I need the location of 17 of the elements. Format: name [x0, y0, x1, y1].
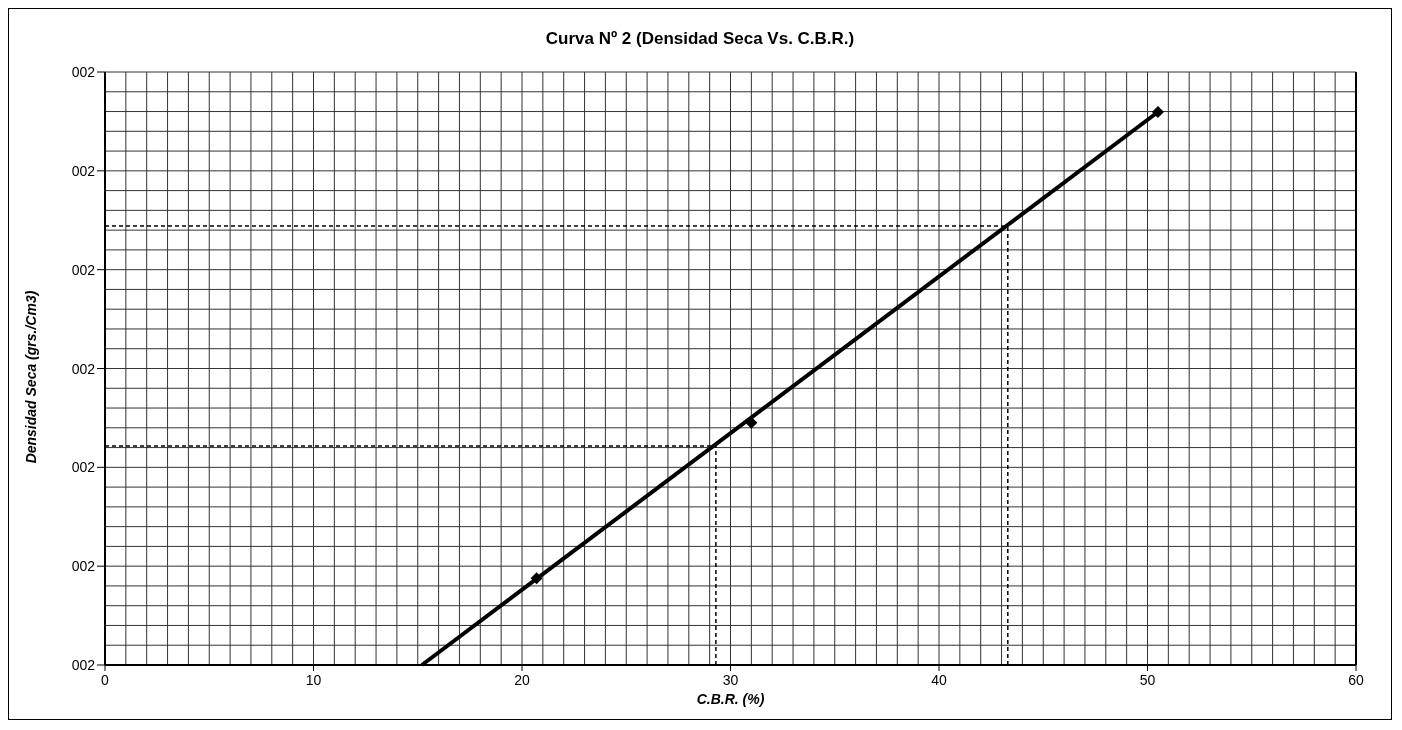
- x-tick-label: 20: [514, 672, 530, 688]
- x-tick-label: 30: [722, 672, 739, 688]
- chart-title: Curva Nº 2 (Densidad Seca Vs. C.B.R.): [544, 29, 856, 49]
- x-tick-label: 40: [931, 672, 947, 688]
- text: 002: [70, 161, 95, 180]
- text: 002: [70, 359, 95, 378]
- x-tick-label: 50: [1139, 672, 1156, 688]
- x-tick-label: 10: [305, 672, 322, 688]
- text: 002: [70, 656, 95, 674]
- text: 002: [70, 458, 95, 477]
- x-tick-label: 0: [101, 672, 110, 688]
- text: 002: [70, 260, 95, 279]
- y-axis-title: Densidad Seca (grs./Cm3): [23, 290, 39, 464]
- text: 002: [70, 557, 95, 576]
- x-tick-label: 60: [1348, 672, 1364, 688]
- text: 002: [70, 63, 95, 81]
- x-axis-title: C.B.R. (%): [695, 691, 766, 707]
